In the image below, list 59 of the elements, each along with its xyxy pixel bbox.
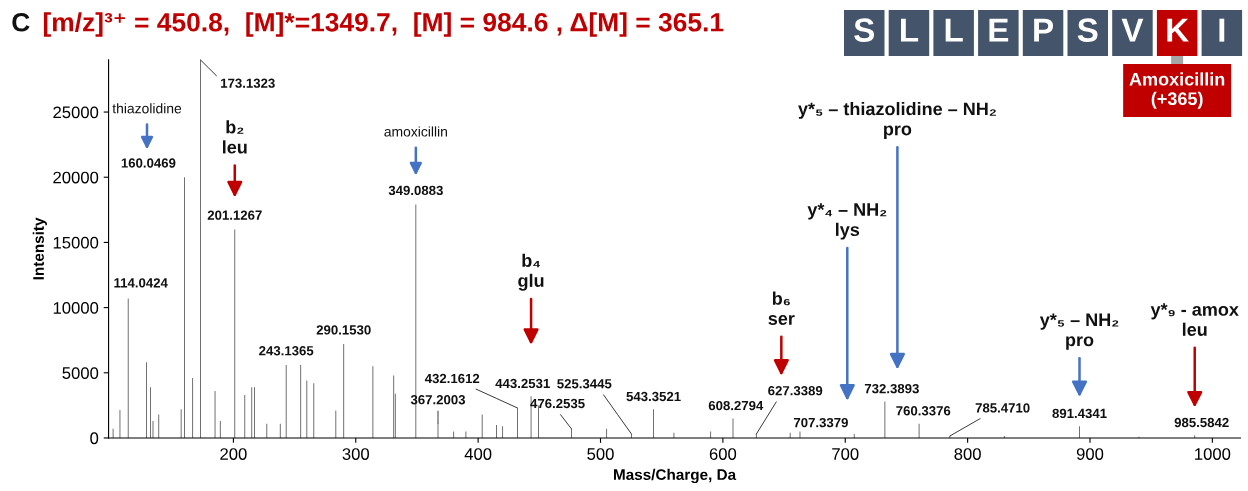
annotation: y*₅ – thiazolidine – NH₂ pro [798,102,996,139]
y-tick-label: 0 [90,432,99,445]
annotation: y*₄ – NH₂ lys [807,203,887,240]
annotation: 608.2794 [708,400,764,411]
text: S [1077,18,1098,42]
x-tick-label: 900 [1076,448,1104,460]
annotation: 476.2535 [530,398,585,409]
annotation: 891.4341 [1052,408,1107,419]
annotation: 432.1612 [424,373,480,384]
x-tick-label: 300 [342,448,370,460]
x-tick-label: 400 [464,448,492,460]
annotation: y*₅ – NH₂ pro [1039,313,1119,350]
x-tick-label: 1000 [1195,448,1231,460]
x-tick-label: 600 [709,448,737,460]
annotation: 443.2531 [495,378,550,389]
annotation: 114.0424 [114,278,168,288]
annotation: 760.3376 [896,406,951,416]
annotation: amoxicillin [384,126,447,137]
chart-title: [m/z]³⁺ = 450.8, [M]*=1349.7, [M] = 984.6 , Δ[M] = 365.1 [43,12,724,37]
annotation: 367.2003 [410,395,466,405]
annotation: 985.5842 [1174,417,1229,428]
annotation: b₂ leu [222,120,247,154]
text: E [989,18,1009,42]
text: V [1121,18,1144,42]
annotation: 785.4710 [975,403,1030,413]
annotation: Amoxicillin (+365) [1129,72,1225,109]
text: I [1219,18,1225,42]
annotation: 707.3379 [793,417,848,428]
annotation: 349.0883 [388,185,443,196]
annotation: b₆ ser [768,291,795,325]
y-tick-label: 5000 [62,367,99,379]
y-tick-label: 20000 [53,171,99,184]
text: P [1034,18,1054,42]
text: K [1167,18,1189,42]
annotation: thiazolidine [112,103,182,114]
annotation: 243.1365 [259,346,314,356]
x-tick-label: 500 [587,448,614,460]
annotation: 173.1323 [221,78,275,88]
x-tick-label: 700 [832,448,859,460]
annotation: 290.1530 [316,325,371,335]
annotation: 627.3389 [768,386,823,396]
text: L [901,18,919,42]
annotation: y*₉ - amox leu [1150,303,1239,336]
annotation: 160.0469 [121,158,176,168]
y-tick-label: 25000 [53,106,99,119]
annotation: 543.3521 [626,391,681,402]
y-tick-label: 10000 [53,302,99,314]
annotation: 732.3893 [864,383,919,394]
x-tick-label: 800 [954,448,981,460]
y-tick-label: 15000 [53,236,99,249]
text: L [945,18,963,42]
y-axis-title: Intensity [32,217,47,280]
annotation: b₄ glu [518,253,544,291]
annotation: 201.1267 [207,210,262,220]
annotation: 525.3445 [557,379,612,389]
x-tick-label: 200 [220,448,247,460]
text: S [854,18,875,42]
x-axis-title: Mass/Charge, Da [614,468,737,484]
text: C [12,12,30,32]
